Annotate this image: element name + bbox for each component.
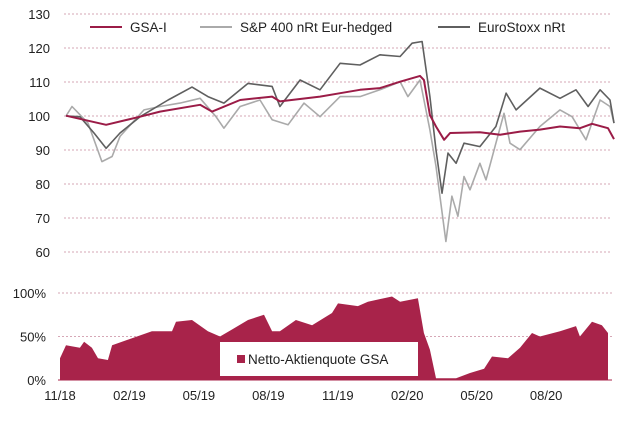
y-tick-label: 50% xyxy=(20,330,46,345)
x-tick-label: 08/20 xyxy=(530,388,563,403)
y-tick-label: 0% xyxy=(27,373,46,388)
series-line-eurostoxx-nrt xyxy=(65,40,615,194)
bottom-legend: Netto-Aktienquote GSA xyxy=(220,342,418,376)
y-tick-label: 130 xyxy=(28,7,50,22)
x-tick-label: 11/19 xyxy=(322,388,354,403)
legend-label: EuroStoxx nRt xyxy=(478,20,565,35)
x-tick-label: 05/19 xyxy=(183,388,216,403)
legend-label: Netto-Aktienquote GSA xyxy=(248,352,388,367)
equity-quota-area xyxy=(60,296,608,380)
x-tick-label: 05/20 xyxy=(460,388,493,403)
series-line-gsa-i xyxy=(65,74,615,141)
y-tick-label: 100 xyxy=(28,109,50,124)
legend-label: S&P 400 nRt Eur-hedged xyxy=(240,20,392,35)
y-tick-label: 80 xyxy=(36,177,50,192)
y-tick-label: 110 xyxy=(29,75,50,90)
x-tick-label: 02/20 xyxy=(391,388,424,403)
top-series-lines xyxy=(65,40,615,243)
y-tick-label: 60 xyxy=(36,245,50,260)
x-axis: 11/18 02/19 05/19 08/19 11/19 02/20 05/20 08/20 xyxy=(44,388,562,403)
y-tick-label: 100% xyxy=(13,286,47,301)
bottom-area xyxy=(58,296,612,381)
x-tick-label: 02/19 xyxy=(113,388,146,403)
bottom-y-axis: 0% 50% 100% xyxy=(13,286,47,388)
legend-box xyxy=(220,342,418,376)
series-line-s-p-400-nrt-eur-hedged xyxy=(65,79,615,243)
legend-swatch xyxy=(237,355,245,363)
top-gridlines xyxy=(64,13,612,253)
y-tick-label: 70 xyxy=(36,211,50,226)
y-tick-label: 120 xyxy=(28,41,50,56)
top-y-axis: 60 70 80 90 100 110 120 130 xyxy=(28,7,50,260)
x-tick-label: 11/18 xyxy=(44,388,76,403)
top-legend: GSA-I S&P 400 nRt Eur-hedged EuroStoxx nRt xyxy=(90,20,565,35)
x-tick-label: 08/19 xyxy=(252,388,285,403)
y-tick-label: 90 xyxy=(36,143,50,158)
legend-label: GSA-I xyxy=(130,20,167,35)
